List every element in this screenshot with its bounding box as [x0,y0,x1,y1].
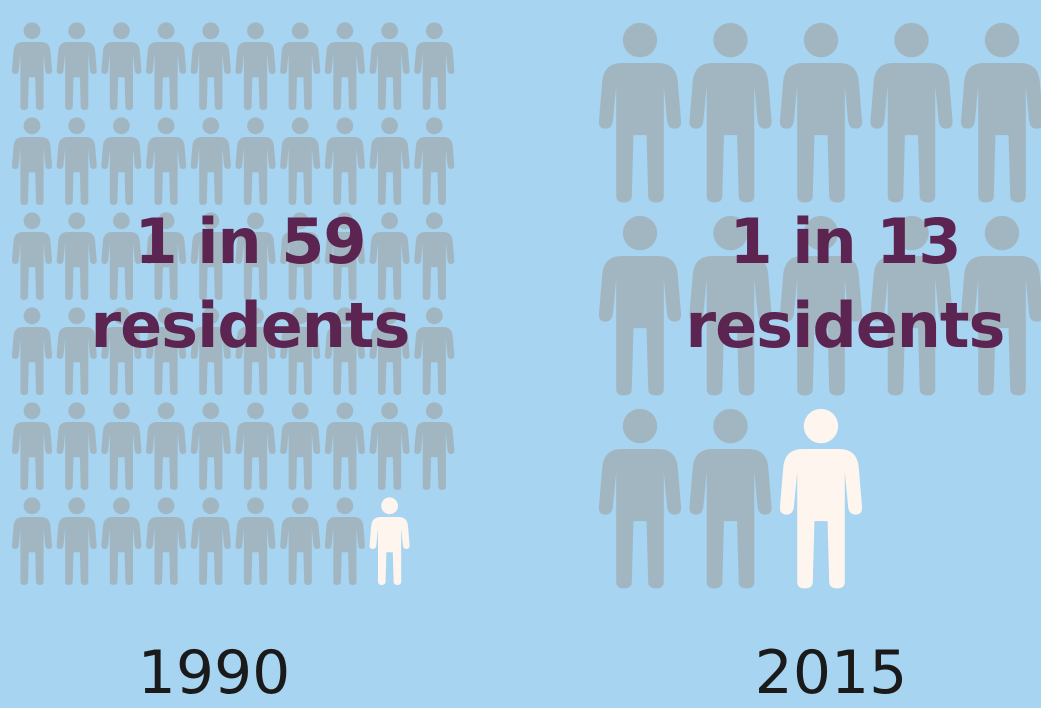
year-label-1990: 1990 [137,638,291,708]
person-icon [280,22,321,110]
person-icon [280,212,321,300]
person-icon [56,212,97,300]
person-icon [280,117,321,205]
person-icon [190,117,231,205]
highlighted-person-icon [779,408,863,589]
person-icon [190,497,231,585]
person-icon [689,408,772,589]
person-icon [146,22,187,110]
person-icon [689,22,772,203]
person-icon [369,22,410,110]
person-icon [11,402,53,490]
person-icon [56,22,97,110]
person-icon [369,402,410,490]
person-icon [101,117,142,205]
person-icon [598,408,682,589]
person-icon [414,212,455,300]
person-icon [146,497,187,585]
person-icon [11,22,53,110]
person-icon [11,307,53,395]
person-icon [598,215,682,396]
person-icon [146,212,187,300]
person-icon [190,212,231,300]
ratio-unit-1990: residents [90,289,411,362]
person-icon [324,307,365,395]
person-icon [779,215,863,396]
person-icon [870,215,953,396]
person-icon [101,22,142,110]
person-icon [280,307,321,395]
person-icon [235,402,276,490]
person-icon [414,22,455,110]
person-icon [414,307,455,395]
ratio-label-1990: 1 in 59 residents [60,200,440,368]
ratio-unit-2015: residents [685,289,1006,362]
person-icon [414,402,455,490]
person-icon [11,497,53,585]
person-icon [870,22,953,203]
person-icon [101,402,142,490]
ratio-label-2015: 1 in 13 residents [655,200,1035,368]
person-icon [960,22,1041,203]
person-icon [101,307,142,395]
person-icon [280,497,321,585]
person-icon [101,212,142,300]
person-icon [369,212,410,300]
person-icon [56,497,97,585]
person-icon [324,22,365,110]
person-icon [960,215,1041,396]
person-icon [369,307,410,395]
person-icon [190,22,231,110]
person-icon [190,307,231,395]
person-icon [324,212,365,300]
person-icon [414,117,455,205]
person-icon [324,497,365,585]
person-icon [56,307,97,395]
person-icon [146,402,187,490]
person-icon [101,497,142,585]
person-icon [235,497,276,585]
year-label-2015: 2015 [754,638,908,708]
ratio-text-1990: 1 in 59 [134,205,367,278]
person-icon [280,402,321,490]
person-icon [56,117,97,205]
person-icon [235,307,276,395]
person-icon [146,307,187,395]
person-icon [598,22,682,203]
person-icon [369,117,410,205]
person-icon [11,117,53,205]
highlighted-person-icon [369,497,410,585]
person-icon [779,22,863,203]
pictogram-2015 [598,22,1041,589]
person-icon [56,402,97,490]
person-icon [11,212,53,300]
pictogram-1990 [11,22,455,585]
person-icon [146,117,187,205]
person-icon [190,402,231,490]
person-icon [689,215,772,396]
ratio-text-2015: 1 in 13 [729,205,962,278]
person-icon [235,212,276,300]
person-icon [235,117,276,205]
person-icon [324,117,365,205]
person-icon [324,402,365,490]
person-icon [235,22,276,110]
